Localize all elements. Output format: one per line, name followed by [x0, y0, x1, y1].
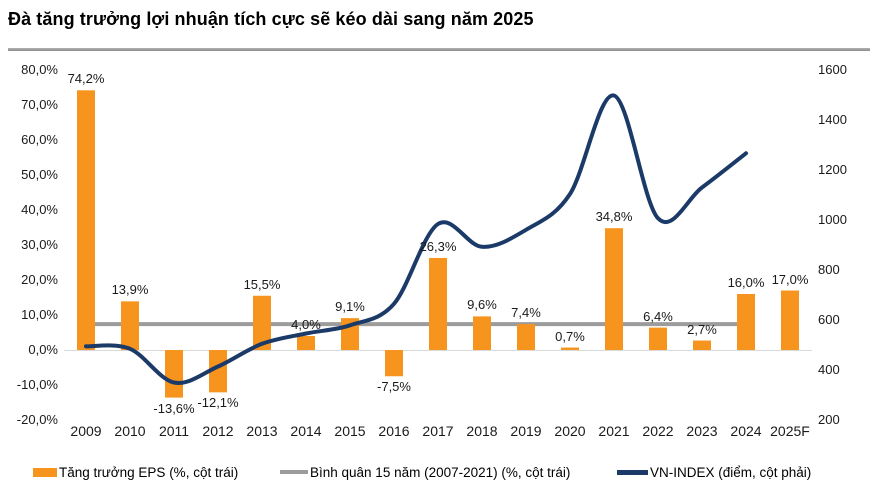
x-axis-label: 2017	[422, 423, 454, 439]
eps-bar	[517, 324, 535, 350]
eps-bar-label: -7,5%	[377, 379, 411, 395]
x-axis-label: 2024	[730, 423, 762, 439]
left-axis-tick: 0,0%	[28, 342, 58, 357]
eps-bar	[385, 350, 403, 377]
eps-bar	[649, 327, 667, 350]
left-axis-tick: 60,0%	[21, 132, 58, 147]
eps-bar-label: 26,3%	[419, 238, 457, 254]
chart-title: Đà tăng trưởng lợi nhuận tích cực sẽ kéo…	[8, 9, 534, 29]
left-axis-tick: 20,0%	[21, 272, 58, 287]
eps-bar	[429, 257, 447, 350]
eps-bar	[121, 301, 139, 350]
eps-bar-label: 34,8%	[595, 209, 633, 225]
x-axis-label: 2009	[70, 423, 102, 439]
eps-bar-label: 0,7%	[555, 328, 585, 344]
eps-bar	[297, 336, 315, 350]
right-axis-tick: 1000	[818, 212, 847, 227]
x-axis-label: 2018	[466, 423, 498, 439]
eps-bar	[77, 90, 95, 351]
x-axis-label: 2013	[246, 423, 278, 439]
left-axis-tick: -10,0%	[16, 377, 58, 392]
eps-bar-label: 15,5%	[243, 276, 281, 292]
eps-bar	[209, 350, 227, 393]
x-axis-label: 2012	[202, 423, 234, 439]
eps-bar-label: 7,4%	[511, 305, 541, 321]
x-axis-label: 2011	[158, 423, 190, 439]
eps-bar	[605, 228, 623, 350]
eps-bar-label: 17,0%	[771, 271, 809, 287]
eps-bar-label: 2,7%	[687, 321, 717, 337]
left-axis-tick: -20,0%	[16, 412, 58, 427]
left-axis-tick: 10,0%	[21, 307, 58, 322]
eps-bar	[561, 347, 579, 350]
right-axis-tick: 200	[818, 412, 840, 427]
eps-bar-label: 6,4%	[643, 308, 673, 324]
x-axis-label: 2020	[554, 423, 586, 439]
eps-bar-label: 9,1%	[335, 299, 365, 315]
left-axis-tick: 40,0%	[21, 202, 58, 217]
eps-bar	[253, 295, 271, 350]
eps-bar-label: 9,6%	[467, 297, 497, 313]
right-axis-tick: 1200	[818, 162, 847, 177]
right-axis-tick: 400	[818, 362, 840, 377]
vn-index-line	[84, 93, 748, 385]
x-axis-label: 2015	[334, 423, 366, 439]
left-axis-tick: 30,0%	[21, 237, 58, 252]
x-axis-label: 2010	[114, 423, 146, 439]
eps-bar	[473, 316, 491, 350]
eps-bar	[781, 290, 799, 350]
x-axis-label: 2016	[378, 423, 410, 439]
right-axis-tick: 800	[818, 262, 840, 277]
eps-bar-label: 13,9%	[111, 282, 149, 298]
x-axis-label: 2025F	[770, 423, 810, 439]
eps-bar-label: -12,1%	[197, 395, 239, 411]
x-axis-label: 2021	[598, 423, 630, 439]
x-axis-label: 2014	[290, 423, 322, 439]
left-axis-tick: 70,0%	[21, 97, 58, 112]
right-axis-tick: 600	[818, 312, 840, 327]
left-axis-tick: 50,0%	[21, 167, 58, 182]
x-axis-label: 2022	[642, 423, 674, 439]
eps-bar-label: -13,6%	[153, 400, 195, 416]
x-axis-label: 2023	[686, 423, 718, 439]
title-divider	[8, 48, 870, 51]
eps-bar	[737, 294, 755, 350]
x-axis-label: 2019	[510, 423, 542, 439]
eps-bar	[165, 350, 183, 398]
left-axis-tick: 80,0%	[21, 62, 58, 77]
right-axis-tick: 1400	[818, 112, 847, 127]
eps-bar	[693, 340, 711, 350]
eps-bar-label: 16,0%	[727, 275, 765, 290]
eps-bar-label: 4,0%	[291, 317, 321, 332]
eps-bar-label: 74,2%	[67, 71, 105, 87]
right-axis-tick: 1600	[818, 62, 847, 77]
